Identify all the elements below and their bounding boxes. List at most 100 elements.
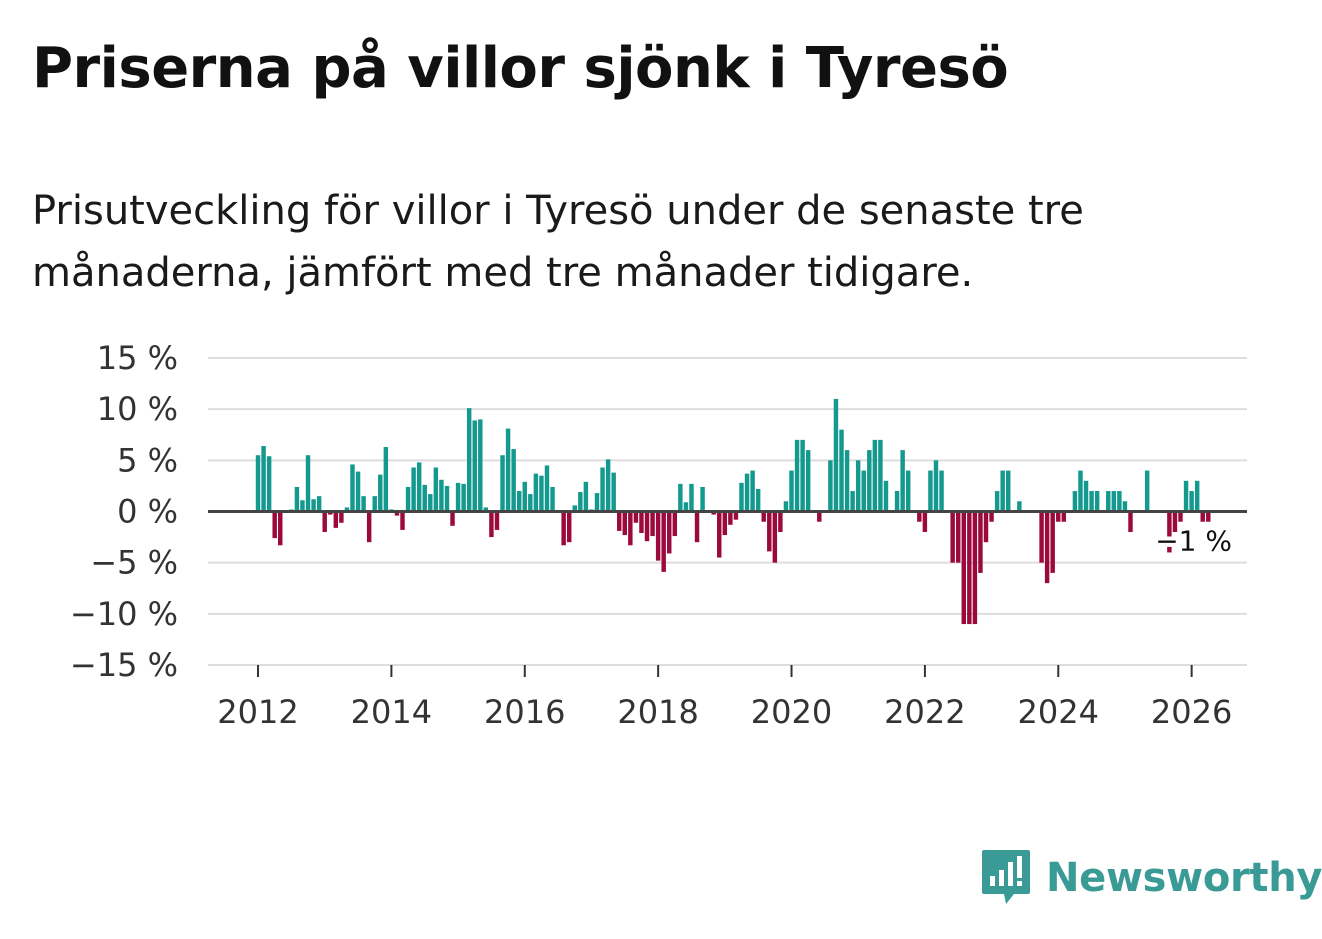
bar xyxy=(739,482,744,512)
y-tick-label: −5 % xyxy=(90,544,178,582)
bar xyxy=(489,511,494,538)
bar xyxy=(694,511,700,543)
bar xyxy=(744,473,750,512)
bar xyxy=(767,511,772,552)
bar xyxy=(844,450,850,512)
bar xyxy=(994,491,1000,512)
bar xyxy=(405,486,411,512)
bar xyxy=(661,511,666,572)
bar xyxy=(817,511,822,522)
bar xyxy=(639,511,644,533)
bar xyxy=(422,484,427,512)
bar xyxy=(533,473,539,512)
bar xyxy=(316,496,322,512)
bar xyxy=(566,511,572,543)
bars xyxy=(255,398,1211,625)
bar xyxy=(528,494,533,512)
x-tick-label: 2014 xyxy=(351,693,432,731)
bar xyxy=(500,455,505,512)
bar xyxy=(305,455,311,512)
bar xyxy=(955,511,961,563)
bar xyxy=(928,470,933,512)
bar xyxy=(461,483,466,512)
bar xyxy=(1078,470,1083,512)
x-tick-label: 2022 xyxy=(884,693,965,731)
bar xyxy=(1044,511,1050,584)
bar xyxy=(1094,491,1100,512)
bar xyxy=(522,481,527,512)
bar xyxy=(839,429,844,512)
bar xyxy=(278,511,283,546)
bar xyxy=(516,491,522,512)
bar xyxy=(1061,511,1067,522)
bar xyxy=(311,499,316,512)
y-tick-label: 0 % xyxy=(117,493,178,531)
bar xyxy=(828,460,833,512)
bar xyxy=(983,511,989,543)
bar xyxy=(1144,470,1150,512)
bar xyxy=(939,470,944,512)
bar xyxy=(878,439,883,512)
bar xyxy=(433,467,439,512)
bar xyxy=(1072,491,1078,512)
y-tick-label: −10 % xyxy=(70,595,178,633)
bar xyxy=(344,507,350,512)
chart-subtitle: Prisutveckling för villor i Tyresö under… xyxy=(32,188,1084,296)
bar xyxy=(805,450,811,512)
bar xyxy=(1178,511,1183,522)
bar xyxy=(272,511,277,539)
bar xyxy=(872,439,878,512)
bar xyxy=(505,428,511,512)
y-tick-label: 15 % xyxy=(97,339,178,377)
bar xyxy=(266,456,272,512)
bar xyxy=(439,479,444,512)
bar xyxy=(950,511,955,563)
bar xyxy=(733,511,739,520)
bar xyxy=(350,464,355,512)
bar xyxy=(1194,480,1200,512)
bar xyxy=(1017,501,1022,512)
bar xyxy=(361,496,366,512)
bar xyxy=(1000,470,1005,512)
bar xyxy=(1206,511,1211,522)
bar xyxy=(539,475,544,512)
bar xyxy=(761,511,766,522)
bar xyxy=(594,493,600,512)
x-tick-label: 2012 xyxy=(217,693,298,731)
bar xyxy=(933,460,939,512)
bar xyxy=(550,486,555,512)
x-tick-label: 2026 xyxy=(1151,693,1232,731)
bar xyxy=(322,511,327,532)
bar xyxy=(1006,470,1011,512)
bar xyxy=(478,419,483,512)
bar xyxy=(1039,511,1044,563)
bar xyxy=(617,511,622,531)
bar xyxy=(894,491,900,512)
bar xyxy=(755,488,761,512)
bar xyxy=(1172,511,1178,532)
bar xyxy=(578,492,583,512)
bar xyxy=(972,511,978,625)
bar xyxy=(633,511,639,523)
x-tick-label: 2018 xyxy=(617,693,698,731)
bar xyxy=(339,511,344,523)
bar xyxy=(1117,491,1122,512)
bar xyxy=(778,511,783,532)
bar xyxy=(722,511,728,536)
bar xyxy=(372,496,377,512)
bar xyxy=(650,511,655,537)
bar xyxy=(1111,491,1117,512)
newsworthy-logo: Newsworthy xyxy=(980,848,1322,908)
bar xyxy=(1083,480,1089,512)
x-tick-label: 2024 xyxy=(1018,693,1099,731)
bar xyxy=(611,472,616,512)
bar xyxy=(444,485,450,512)
bar xyxy=(683,502,689,512)
bar xyxy=(1183,480,1189,512)
bar xyxy=(1122,501,1128,512)
bar xyxy=(400,511,405,530)
bar xyxy=(366,511,372,543)
bar xyxy=(855,460,861,512)
bar xyxy=(905,470,911,512)
bar xyxy=(1056,511,1061,522)
